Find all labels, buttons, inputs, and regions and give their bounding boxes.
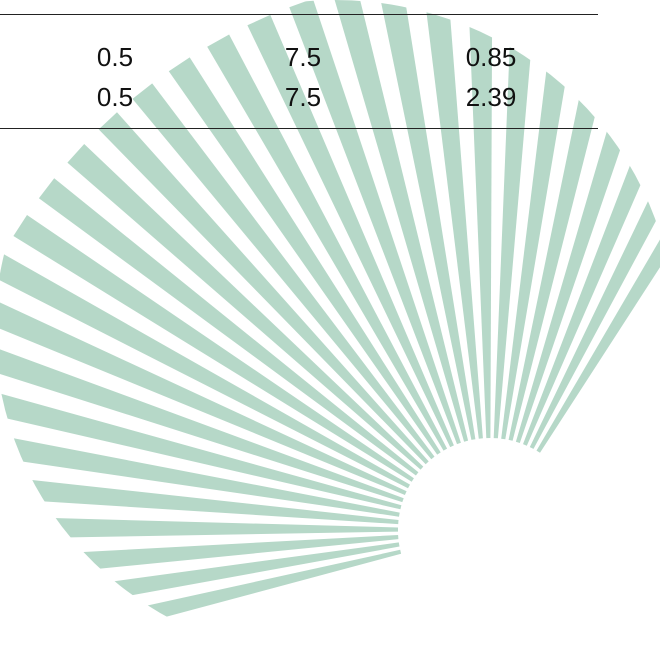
burst-wedge [501, 0, 584, 440]
burst-wedge [168, 57, 441, 455]
burst-wedge [536, 46, 660, 453]
burst-wedge [0, 336, 404, 503]
table-bottom-rule [0, 128, 598, 129]
burst-wedge [207, 34, 448, 451]
table-cell: 0.85 [465, 42, 517, 72]
table-cell: 2.39 [465, 82, 517, 112]
burst-wedge [467, 0, 493, 439]
burst-wedge [289, 0, 461, 445]
burst-wedge [493, 0, 538, 439]
burst-wedge [132, 83, 435, 460]
table-cell: 0.5 [96, 42, 134, 72]
table-top-rule [0, 14, 598, 15]
burst-wedge [0, 294, 407, 495]
burst-wedge [0, 469, 399, 525]
burst-wedge [529, 25, 660, 449]
burst-wedge [376, 0, 476, 440]
table-row: 0.5 7.5 2.39 [0, 80, 598, 114]
burst-wedge [421, 0, 483, 439]
table-row: 0.5 7.5 0.85 [0, 40, 598, 74]
burst-wedge [67, 144, 424, 470]
burst-wedge [38, 178, 419, 476]
burst-wedge [247, 14, 454, 448]
table-cell: 7.5 [284, 42, 322, 72]
burst-wedge [98, 112, 429, 465]
burst-wedge [0, 549, 402, 647]
burst-wedge [0, 424, 400, 517]
burst-wedge [0, 379, 402, 510]
table-cell: 7.5 [284, 82, 322, 112]
burst-wedge [13, 215, 414, 482]
burst-wedge [0, 253, 410, 489]
table-cell: 0.5 [96, 82, 134, 112]
burst-wedge [332, 0, 469, 442]
burst-wedge [523, 7, 660, 446]
